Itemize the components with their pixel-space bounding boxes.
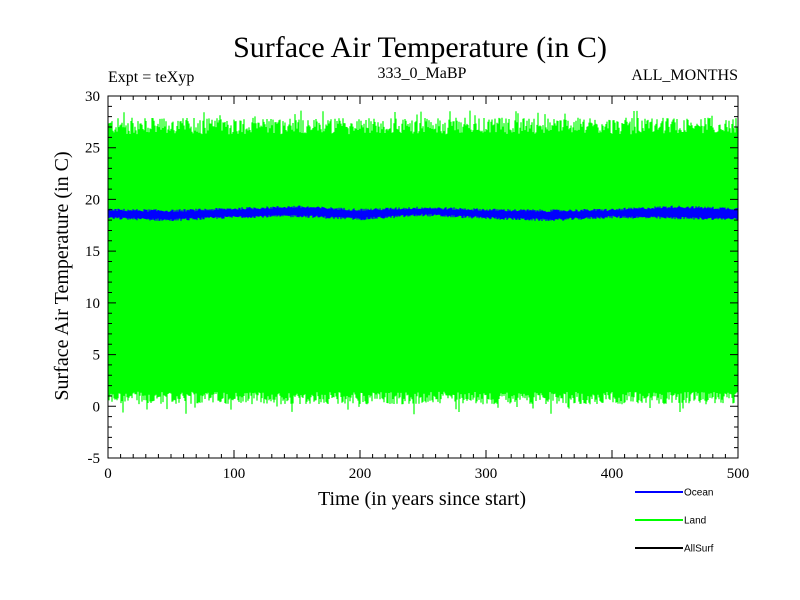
y-tick-label: 0 xyxy=(93,399,101,415)
y-tick-label: 20 xyxy=(85,192,100,208)
ocean-line xyxy=(108,205,738,221)
y-tick-label: 25 xyxy=(85,141,100,157)
y-tick-label: 10 xyxy=(85,296,100,312)
x-tick-label: 0 xyxy=(104,466,112,482)
legend: Ocean Land AllSurf xyxy=(635,488,714,555)
x-tick-label: 300 xyxy=(475,466,498,482)
land-line xyxy=(108,110,738,415)
months-label: ALL_MONTHS xyxy=(631,67,738,84)
chart-title: Surface Air Temperature (in C) xyxy=(233,31,607,64)
x-tick-label: 400 xyxy=(601,466,624,482)
y-tick-labels: -5 0 5 10 15 20 25 30 xyxy=(85,89,100,467)
y-axis-label: Surface Air Temperature (in C) xyxy=(51,151,73,400)
x-tick-label: 500 xyxy=(727,466,750,482)
y-tick-label: 5 xyxy=(93,348,101,364)
y-tick-label: -5 xyxy=(88,451,101,467)
ocean-series xyxy=(108,205,738,221)
legend-label-allsurf: AllSurf xyxy=(684,544,714,555)
y-tick-label: 15 xyxy=(85,244,100,260)
y-tick-label: 30 xyxy=(85,89,100,105)
x-axis-label: Time (in years since start) xyxy=(318,488,526,510)
expt-label: Expt = teXyp xyxy=(108,69,194,86)
x-tick-labels: 0 100 200 300 400 500 xyxy=(104,466,749,482)
x-tick-label: 100 xyxy=(223,466,246,482)
legend-label-land: Land xyxy=(684,516,706,527)
period-label: 333_0_MaBP xyxy=(378,65,467,82)
land-series xyxy=(108,110,738,415)
legend-label-ocean: Ocean xyxy=(684,488,713,499)
axis-ticks xyxy=(107,95,739,459)
x-tick-label: 200 xyxy=(349,466,372,482)
tick-marks xyxy=(107,95,739,459)
